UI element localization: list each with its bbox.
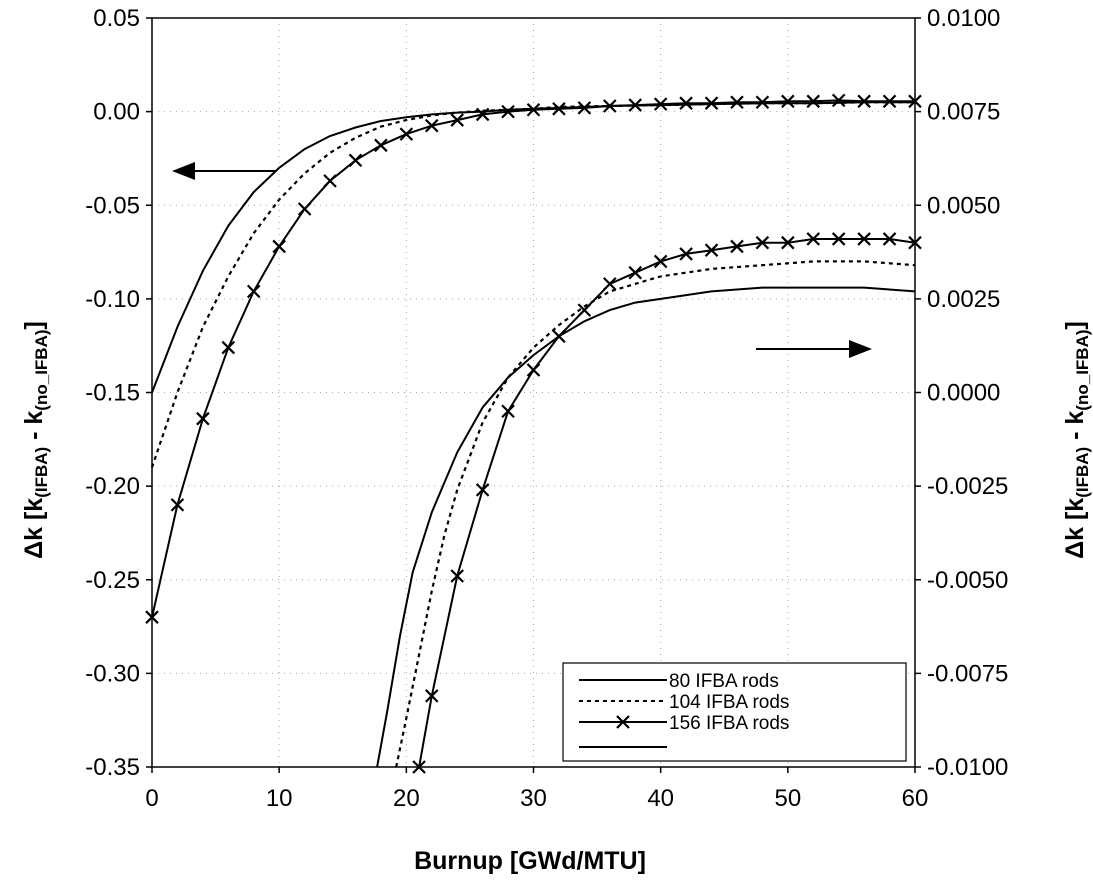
data-point <box>653 97 668 111</box>
y-right-tick-label: -0.0100 <box>927 754 1008 781</box>
x-tick-label: 40 <box>647 785 674 812</box>
series-104-ifba-rods-left <box>150 101 915 468</box>
data-point <box>857 232 871 246</box>
data-point <box>221 340 236 355</box>
series-layer <box>145 93 922 774</box>
series-156-ifba-rods-right <box>412 232 922 774</box>
data-point <box>882 232 897 246</box>
legend-marker <box>616 715 630 729</box>
data-point <box>170 498 185 512</box>
series-line <box>151 99 915 618</box>
data-point <box>424 118 439 133</box>
y-right-tick-label: 0.0075 <box>927 99 1000 126</box>
data-point <box>679 247 693 261</box>
y-right-tick-label: 0.0000 <box>927 380 1000 407</box>
data-point <box>577 101 592 115</box>
data-point <box>399 127 414 141</box>
y-right-tick-label: -0.0075 <box>927 660 1008 687</box>
data-point <box>908 94 922 109</box>
data-point <box>196 411 210 426</box>
data-point <box>450 569 464 583</box>
data-point <box>679 96 693 110</box>
legend-label: 156 IFBA rods <box>669 713 789 734</box>
left-axis-arrow <box>172 162 275 180</box>
data-point <box>552 102 566 116</box>
data-point <box>831 232 846 246</box>
data-point <box>348 153 363 168</box>
x-axis-title: Burnup [GWd/MTU] <box>414 847 646 875</box>
y-right-tick-label: -0.0025 <box>927 473 1008 500</box>
y-right-tick-label: 0.0050 <box>927 192 1000 219</box>
y-right-tick-label: -0.0050 <box>927 567 1008 594</box>
y-left-tick-label: -0.10 <box>85 286 140 313</box>
x-tick-label: 60 <box>902 785 929 812</box>
data-point <box>424 689 439 703</box>
data-point <box>272 239 286 254</box>
data-point <box>781 235 795 250</box>
data-point <box>552 329 566 344</box>
data-point <box>475 483 490 497</box>
data-point <box>412 760 426 774</box>
data-point <box>857 94 871 109</box>
y-left-tick-label: -0.35 <box>85 754 140 781</box>
y-left-tick-label: -0.30 <box>85 660 140 687</box>
data-point <box>628 265 643 280</box>
data-point <box>831 93 846 108</box>
series-104-ifba-rods-right <box>395 260 916 768</box>
data-point <box>526 363 541 377</box>
y-axis-title-left: Δk [k(IFBA) - k(no_IFBA)] <box>20 321 51 559</box>
series-line <box>395 260 916 768</box>
data-point <box>145 610 159 624</box>
y-left-tick-label: -0.25 <box>85 567 140 594</box>
data-point <box>806 232 821 246</box>
data-point <box>882 94 897 109</box>
x-tick-label: 20 <box>393 785 420 812</box>
x-tick-label: 10 <box>266 785 293 812</box>
grid <box>152 18 915 767</box>
data-point <box>704 243 719 257</box>
y-left-tick-label: -0.20 <box>85 473 140 500</box>
series-line <box>150 101 915 468</box>
x-tick-label: 30 <box>520 785 547 812</box>
data-point <box>577 303 592 317</box>
x-tick-label: 50 <box>774 785 801 812</box>
right-axis-arrow <box>756 340 872 358</box>
data-point <box>450 113 464 127</box>
x-tick-label: 0 <box>145 785 158 812</box>
data-point <box>501 404 515 419</box>
data-point <box>501 104 515 119</box>
legend-label: 80 IFBA rods <box>669 671 779 692</box>
y-right-tick-label: 0.0025 <box>927 286 1000 313</box>
data-point <box>246 284 261 299</box>
y-left-tick-label: -0.15 <box>85 380 140 407</box>
legend-label: 104 IFBA rods <box>669 692 789 713</box>
data-point <box>730 95 744 110</box>
y-left-tick-label: 0.05 <box>93 5 140 32</box>
series-156-ifba-rods-left <box>145 93 922 624</box>
ticks: 0 10 20 30 40 50 60 0.05 0.00 -0.05 -0.10 -0.15 -0.2… <box>85 5 1008 812</box>
data-point <box>908 235 922 250</box>
data-point <box>323 174 337 188</box>
y-left-tick-label: 0.00 <box>93 99 140 126</box>
data-point <box>653 254 668 269</box>
data-point <box>374 138 388 153</box>
y-axis-title-right: Δk [k(IFBA) - k(no_IFBA)] <box>1061 321 1092 559</box>
data-point <box>755 95 770 110</box>
data-point <box>755 235 770 250</box>
data-point <box>297 202 312 216</box>
y-left-tick-label: -0.05 <box>85 192 140 219</box>
data-point <box>603 99 617 113</box>
data-point <box>603 277 617 291</box>
y-right-tick-label: 0.0100 <box>927 5 1000 32</box>
data-point <box>704 96 719 110</box>
data-point <box>475 107 490 122</box>
data-point <box>628 98 643 112</box>
data-point <box>526 102 541 117</box>
data-point <box>781 94 795 109</box>
data-point <box>806 94 821 109</box>
data-point <box>730 239 744 254</box>
